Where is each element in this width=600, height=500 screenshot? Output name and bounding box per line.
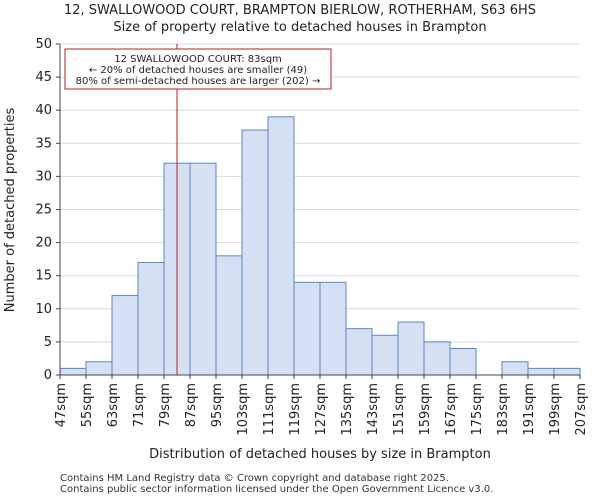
- annotation-line-3: 80% of semi-detached houses are larger (…: [76, 76, 321, 87]
- chart-subtitle: Size of property relative to detached ho…: [113, 20, 487, 35]
- histogram-bar: [267, 116, 295, 376]
- x-tick-label: 87sqm: [184, 383, 199, 427]
- histogram-bar: [111, 295, 139, 376]
- annotation-box: [64, 48, 332, 90]
- x-tick-label: 191sqm: [522, 383, 537, 436]
- y-tick-label: 45: [35, 70, 52, 85]
- x-tick-label: 95sqm: [210, 383, 225, 427]
- annotation-line-1: 12 SWALLOWOOD COURT: 83sqm: [114, 54, 282, 65]
- annotation-line-2: ← 20% of detached houses are smaller (49…: [89, 65, 307, 76]
- histogram-bar: [189, 162, 217, 376]
- y-tick-label: 35: [35, 136, 52, 151]
- histogram-bar: [449, 348, 477, 376]
- histogram-bar: [345, 328, 373, 376]
- histogram-bar: [241, 129, 269, 376]
- x-tick-label: 55sqm: [80, 383, 95, 427]
- x-tick-label: 199sqm: [548, 383, 563, 436]
- x-tick-label: 135sqm: [340, 383, 355, 436]
- histogram-bar: [85, 361, 113, 376]
- x-tick-label: 79sqm: [158, 383, 173, 427]
- x-tick-label: 207sqm: [574, 383, 589, 436]
- x-tick-label: 159sqm: [418, 383, 433, 436]
- x-tick-label: 127sqm: [314, 383, 329, 436]
- y-tick-label: 0: [44, 368, 52, 383]
- histogram-bar: [501, 361, 529, 376]
- x-tick-label: 111sqm: [262, 383, 277, 436]
- y-tick-label: 15: [35, 269, 52, 284]
- histogram-bar: [319, 281, 347, 376]
- x-tick-label: 47sqm: [54, 383, 69, 427]
- y-tick-label: 20: [35, 236, 52, 251]
- histogram-bar: [527, 367, 555, 376]
- chart-title: 12, SWALLOWOOD COURT, BRAMPTON BIERLOW, …: [63, 3, 537, 18]
- y-tick-label: 10: [35, 302, 52, 317]
- y-tick-label: 50: [35, 37, 52, 52]
- y-axis-label: Number of detached properties: [3, 108, 18, 313]
- histogram-bar: [553, 367, 581, 376]
- x-tick-label: 103sqm: [236, 383, 251, 436]
- histogram-bar: [371, 334, 399, 376]
- histogram-bar: [215, 255, 243, 376]
- x-tick-label: 63sqm: [106, 383, 121, 427]
- y-tick-label: 30: [35, 169, 52, 184]
- footer-line-1: Contains HM Land Registry data © Crown c…: [60, 473, 449, 484]
- x-tick-label: 167sqm: [444, 383, 459, 436]
- x-tick-label: 151sqm: [392, 383, 407, 436]
- histogram-bar: [137, 261, 165, 376]
- y-tick-label: 5: [44, 335, 52, 350]
- histogram-bar: [397, 321, 425, 376]
- histogram-bar: [293, 281, 321, 376]
- histogram-bar: [59, 367, 87, 376]
- x-axis-label: Distribution of detached houses by size …: [149, 447, 491, 462]
- y-tick-label: 40: [35, 103, 52, 118]
- footer-line-2: Contains public sector information licen…: [60, 484, 494, 495]
- x-tick-label: 183sqm: [496, 383, 511, 436]
- histogram-chart: 0 5 10 15 20 25 30 35 40 45 50 47sqm 55sqm 63sqm 71sq…: [3, 37, 589, 462]
- x-tick-label: 119sqm: [288, 383, 303, 436]
- x-tick-label: 175sqm: [470, 383, 485, 436]
- x-tick-label: 143sqm: [366, 383, 381, 436]
- x-tick-label: 71sqm: [132, 383, 147, 427]
- y-tick-label: 25: [35, 203, 52, 218]
- histogram-bar: [423, 341, 451, 376]
